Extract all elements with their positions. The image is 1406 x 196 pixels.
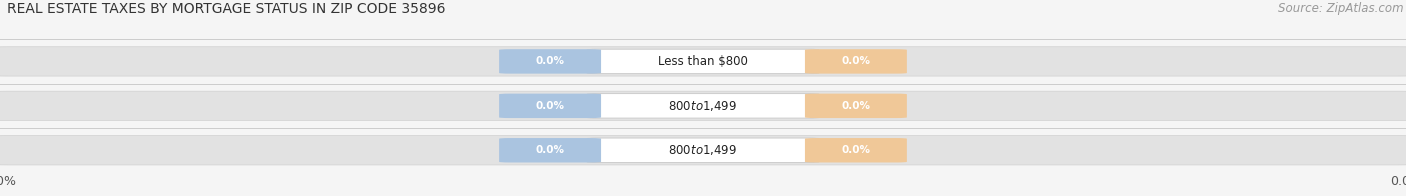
Text: $800 to $1,499: $800 to $1,499	[668, 99, 738, 113]
Text: 0.0%: 0.0%	[536, 56, 565, 66]
Text: REAL ESTATE TAXES BY MORTGAGE STATUS IN ZIP CODE 35896: REAL ESTATE TAXES BY MORTGAGE STATUS IN …	[7, 2, 446, 16]
Text: Less than $800: Less than $800	[658, 55, 748, 68]
Text: 0.0%: 0.0%	[536, 145, 565, 155]
FancyBboxPatch shape	[806, 49, 907, 74]
FancyBboxPatch shape	[588, 49, 818, 74]
Text: 0.0%: 0.0%	[841, 145, 870, 155]
FancyBboxPatch shape	[806, 138, 907, 162]
FancyBboxPatch shape	[588, 138, 818, 162]
Text: 0.0%: 0.0%	[536, 101, 565, 111]
FancyBboxPatch shape	[0, 47, 1406, 76]
Text: $800 to $1,499: $800 to $1,499	[668, 143, 738, 157]
FancyBboxPatch shape	[0, 91, 1406, 121]
Text: 0.0%: 0.0%	[841, 56, 870, 66]
FancyBboxPatch shape	[806, 94, 907, 118]
Text: Source: ZipAtlas.com: Source: ZipAtlas.com	[1278, 2, 1403, 15]
FancyBboxPatch shape	[588, 94, 818, 118]
Text: 0.0%: 0.0%	[841, 101, 870, 111]
FancyBboxPatch shape	[499, 94, 602, 118]
FancyBboxPatch shape	[0, 136, 1406, 165]
FancyBboxPatch shape	[499, 49, 602, 74]
FancyBboxPatch shape	[499, 138, 602, 162]
